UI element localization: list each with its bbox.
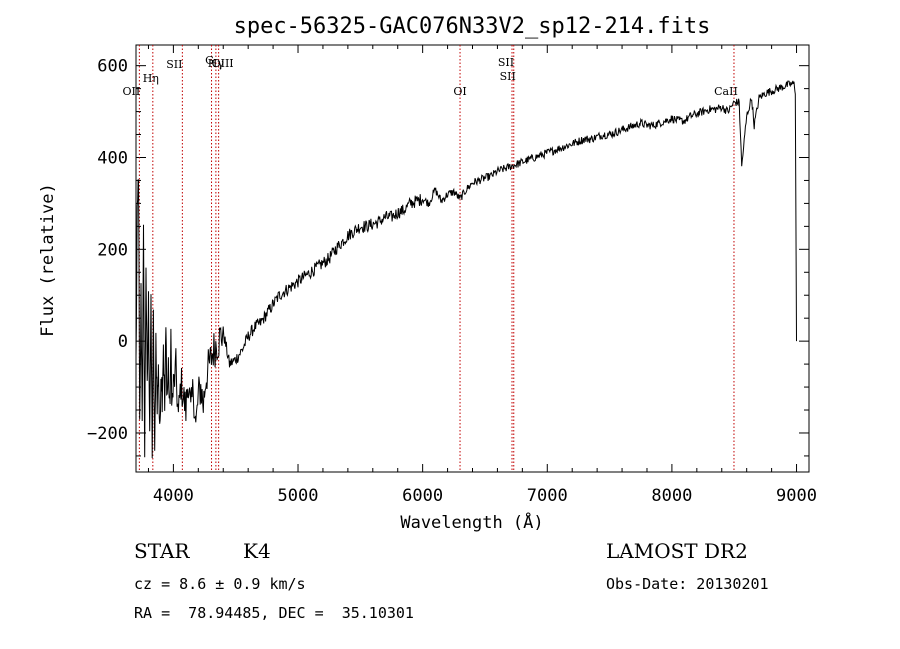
object-subclass: K4 <box>243 539 271 563</box>
y-tick-label: 200 <box>97 240 128 260</box>
ra-dec: RA = 78.94485, DEC = 35.10301 <box>134 604 414 622</box>
flux-series-line <box>135 80 797 459</box>
x-tick-label: 4000 <box>153 486 194 506</box>
y-tick-label: 600 <box>97 57 128 77</box>
line-marker-label: SII <box>166 58 182 71</box>
obs-date: Obs-Date: 20130201 <box>606 575 769 593</box>
x-tick-label: 8000 <box>651 486 692 506</box>
redshift-cz: cz = 8.6 ± 0.9 km/s <box>134 575 306 593</box>
line-marker-label: SII <box>498 56 514 69</box>
line-marker-label: Hγ <box>208 57 225 70</box>
x-axis: 4000 5000 6000 7000 8000 9000 <box>147 45 817 506</box>
line-marker-label: OI <box>453 85 466 98</box>
line-marker-label: OII <box>123 85 141 98</box>
line-marker-label: CaII <box>714 85 738 98</box>
x-tick-label: 5000 <box>278 486 319 506</box>
survey-name: LAMOST DR2 <box>606 539 748 563</box>
object-class: STAR <box>134 539 190 563</box>
y-tick-label: −200 <box>87 424 128 444</box>
y-axis-label: Flux (relative) <box>38 183 58 337</box>
y-axis: −200 0 200 400 600 <box>87 57 809 457</box>
chart-title: spec-56325-GAC076N33V2_sp12-214.fits <box>234 14 711 39</box>
line-marker-label: SII <box>500 70 516 83</box>
x-tick-label: 9000 <box>776 486 817 506</box>
y-tick-label: 400 <box>97 148 128 168</box>
y-tick-label: 0 <box>118 332 128 352</box>
x-tick-label: 6000 <box>402 486 443 506</box>
x-axis-label: Wavelength (Å) <box>400 511 543 533</box>
line-marker-label: G <box>205 54 214 67</box>
line-marker-label: OIII <box>212 57 234 70</box>
line-marker-label: Hη <box>143 72 159 85</box>
x-tick-label: 7000 <box>527 486 568 506</box>
